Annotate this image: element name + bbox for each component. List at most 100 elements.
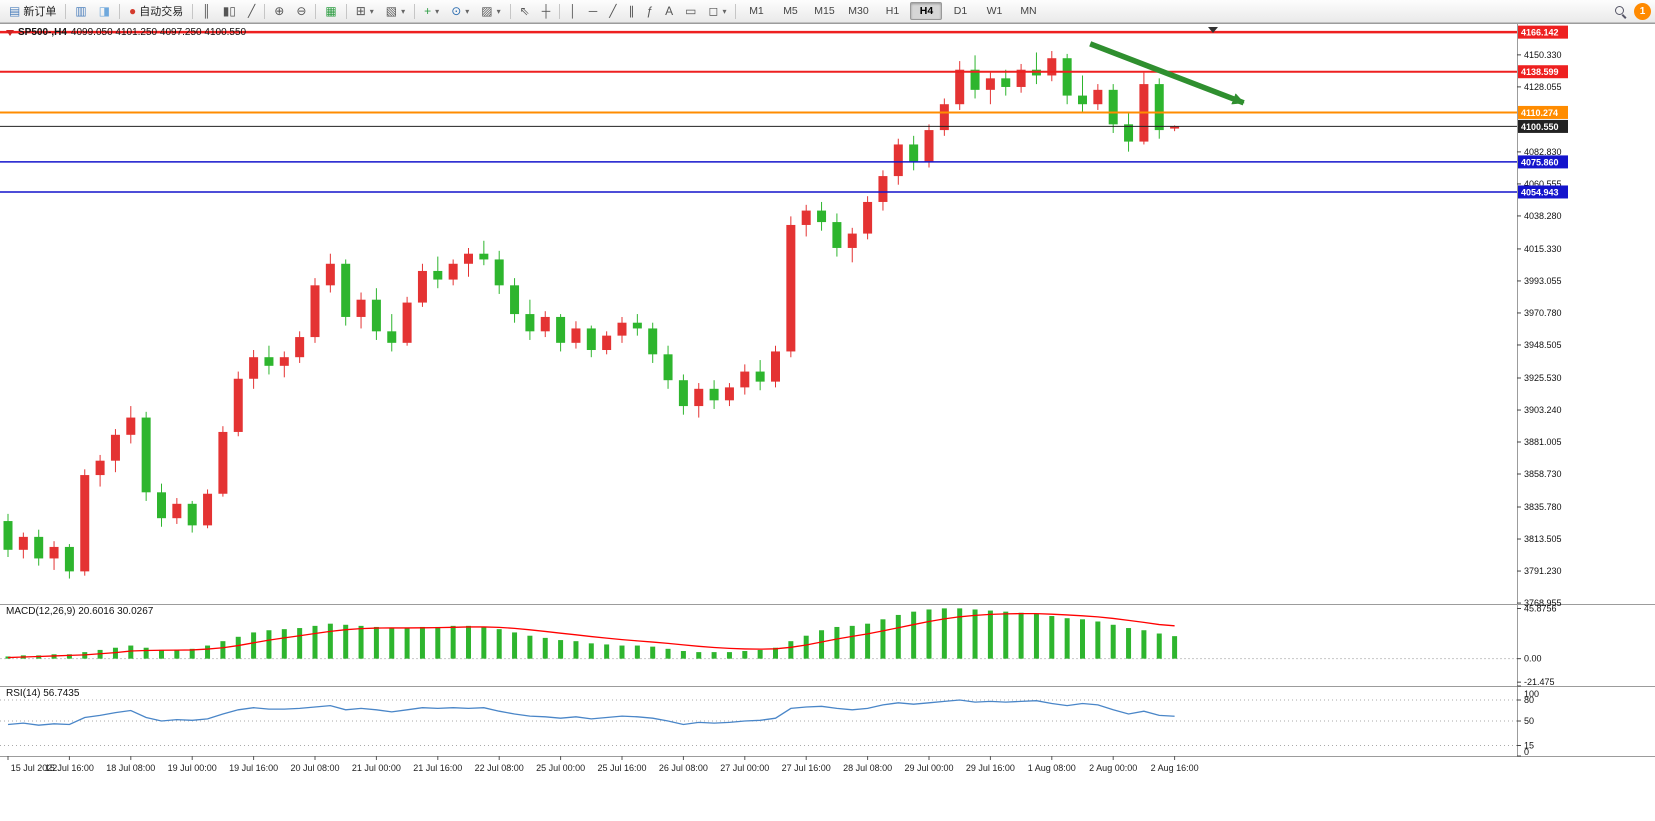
grid-icon[interactable]: ▦ [320, 1, 341, 22]
toolbar-separator [315, 3, 317, 19]
chart-shift-marker-icon[interactable] [1208, 27, 1218, 33]
vertical-line-icon[interactable]: │ [564, 1, 582, 22]
price-tick-label: 4015.330 [1524, 244, 1562, 254]
macd-histogram-bar [66, 654, 72, 659]
label-icon-glyph: ▭ [685, 4, 697, 18]
timeframe-w1-button[interactable]: W1 [986, 5, 1003, 17]
time-tick-label: 1 Aug 08:00 [1028, 763, 1076, 773]
price-tick-label: 3791.230 [1524, 566, 1562, 576]
text-icon[interactable]: A [660, 1, 678, 22]
candle [279, 357, 289, 366]
macd-histogram-bar [573, 641, 579, 659]
timeframe-d1-button[interactable]: D1 [953, 5, 968, 17]
candle [1124, 124, 1134, 142]
time-tick-label: 18 Jul 08:00 [106, 763, 155, 773]
profiles-icon[interactable]: ▧ ▾ [381, 1, 410, 22]
macd-histogram-bar [865, 623, 871, 659]
macd-histogram-bar [481, 626, 487, 659]
fibonacci-icon[interactable]: ƒ [641, 1, 658, 22]
periods-icon-glyph: ⊙ [451, 4, 462, 18]
notification-badge[interactable]: 1 [1634, 2, 1651, 20]
trend-arrow-annotation[interactable] [1089, 41, 1245, 106]
cursor-icon[interactable]: ⇖ [515, 1, 535, 22]
candle [233, 378, 243, 432]
candle [49, 546, 59, 559]
price-axis[interactable]: 4150.330 4128.055 4082.830 4060.555 4038.280… [1517, 25, 1568, 608]
macd-histogram-bar [435, 626, 441, 659]
indicators-icon[interactable]: + ▾ [419, 1, 444, 22]
macd-histogram-bar [1018, 612, 1024, 659]
timeframe-h1-button[interactable]: H1 [885, 5, 900, 17]
chart-symbol-period: SP500-,H4 [18, 27, 67, 38]
macd-histogram-bar [819, 630, 825, 659]
timeframe-mn-button[interactable]: MN [1020, 5, 1037, 17]
candle [985, 78, 995, 90]
search-icon[interactable] [1609, 1, 1632, 22]
new-order-button[interactable]: ▤ 新订单 [4, 1, 61, 22]
autotrading-button[interactable]: ● 自动交易 [124, 1, 188, 22]
price-tick-label: 3948.505 [1524, 340, 1562, 350]
macd-histogram-bar [205, 645, 211, 659]
line-chart-icon-glyph: ╱ [248, 4, 256, 18]
macd-histogram-bar [466, 625, 471, 659]
candle [510, 285, 520, 315]
horizontal-line-icon[interactable]: ─ [584, 1, 603, 22]
candle [771, 351, 780, 382]
new-chart-icon[interactable]: ⊞ ▾ [351, 1, 379, 22]
zoom-out-icon[interactable]: ⊖ [291, 1, 311, 22]
profiles-icon-glyph: ▧ [385, 4, 398, 18]
price-tick-label: 4060.555 [1524, 179, 1562, 189]
macd-histogram-bar [1141, 630, 1147, 659]
candle [402, 302, 412, 343]
shapes-icon[interactable]: ◻ ▾ [704, 1, 732, 22]
time-tick-label: 29 Jul 16:00 [966, 763, 1015, 773]
horizontal-line-icon-glyph: ─ [588, 4, 598, 18]
toolbar-separator [414, 3, 416, 19]
timeframe-h4-button[interactable]: H4 [910, 2, 943, 20]
candle [464, 253, 473, 264]
line-chart-icon[interactable]: ╱ [243, 1, 260, 22]
macd-histogram-bar [1172, 636, 1178, 659]
time-tick-label: 22 Jul 08:00 [475, 763, 524, 773]
equidistant-channel-icon[interactable]: ∥ [623, 1, 639, 22]
zoom-in-icon[interactable]: ⊕ [269, 1, 289, 22]
zoom-in-icon-glyph: ⊕ [274, 4, 285, 18]
trendline-icon[interactable]: ╱ [604, 1, 621, 22]
macd-histogram-bar [880, 619, 886, 659]
navigator-icon[interactable]: ◨ [94, 1, 115, 22]
periods-icon[interactable]: ⊙ ▾ [446, 1, 474, 22]
bar-chart-icon-glyph: ║ [202, 4, 211, 18]
timeframe-m30-button[interactable]: M30 [848, 5, 869, 17]
candlestick-chart-icon-glyph: ▮▯ [222, 4, 237, 18]
timeframe-m5-button[interactable]: M5 [783, 5, 798, 17]
candle [1062, 58, 1072, 96]
price-line-label: 4110.274 [1521, 108, 1558, 118]
rsi-scale-tick: 50 [1524, 716, 1534, 726]
macd-histogram-bar [1156, 633, 1162, 659]
indicators-icon-glyph: + [424, 4, 432, 18]
macd-histogram-bar [143, 647, 149, 659]
timeframe-m15-button[interactable]: M15 [814, 5, 835, 17]
candle [893, 144, 903, 177]
dropdown-caret-icon: ▾ [496, 6, 501, 16]
macd-histogram-bar [895, 614, 901, 659]
time-tick-label: 19 Jul 00:00 [168, 763, 217, 773]
candlestick-chart-icon[interactable]: ▮▯ [218, 1, 241, 22]
templates-icon[interactable]: ▨ ▾ [476, 1, 505, 22]
label-icon[interactable]: ▭ [680, 1, 701, 22]
bar-chart-icon[interactable]: ║ [197, 1, 216, 22]
timeframe-m1-button[interactable]: M1 [749, 5, 764, 17]
time-tick-label: 21 Jul 16:00 [413, 763, 462, 773]
candle [1093, 89, 1103, 105]
market-watch-icon[interactable]: ▥ [70, 1, 91, 22]
crosshair-icon[interactable]: ┼ [537, 1, 556, 22]
rsi-indicator-label: RSI(14) 56.7435 [6, 688, 80, 699]
candle [1047, 58, 1057, 76]
macd-histogram-bar [619, 645, 625, 659]
candle [80, 475, 90, 572]
macd-histogram-bar [1126, 628, 1132, 659]
time-tick-label: 2 Aug 00:00 [1089, 763, 1137, 773]
candle [847, 233, 857, 248]
